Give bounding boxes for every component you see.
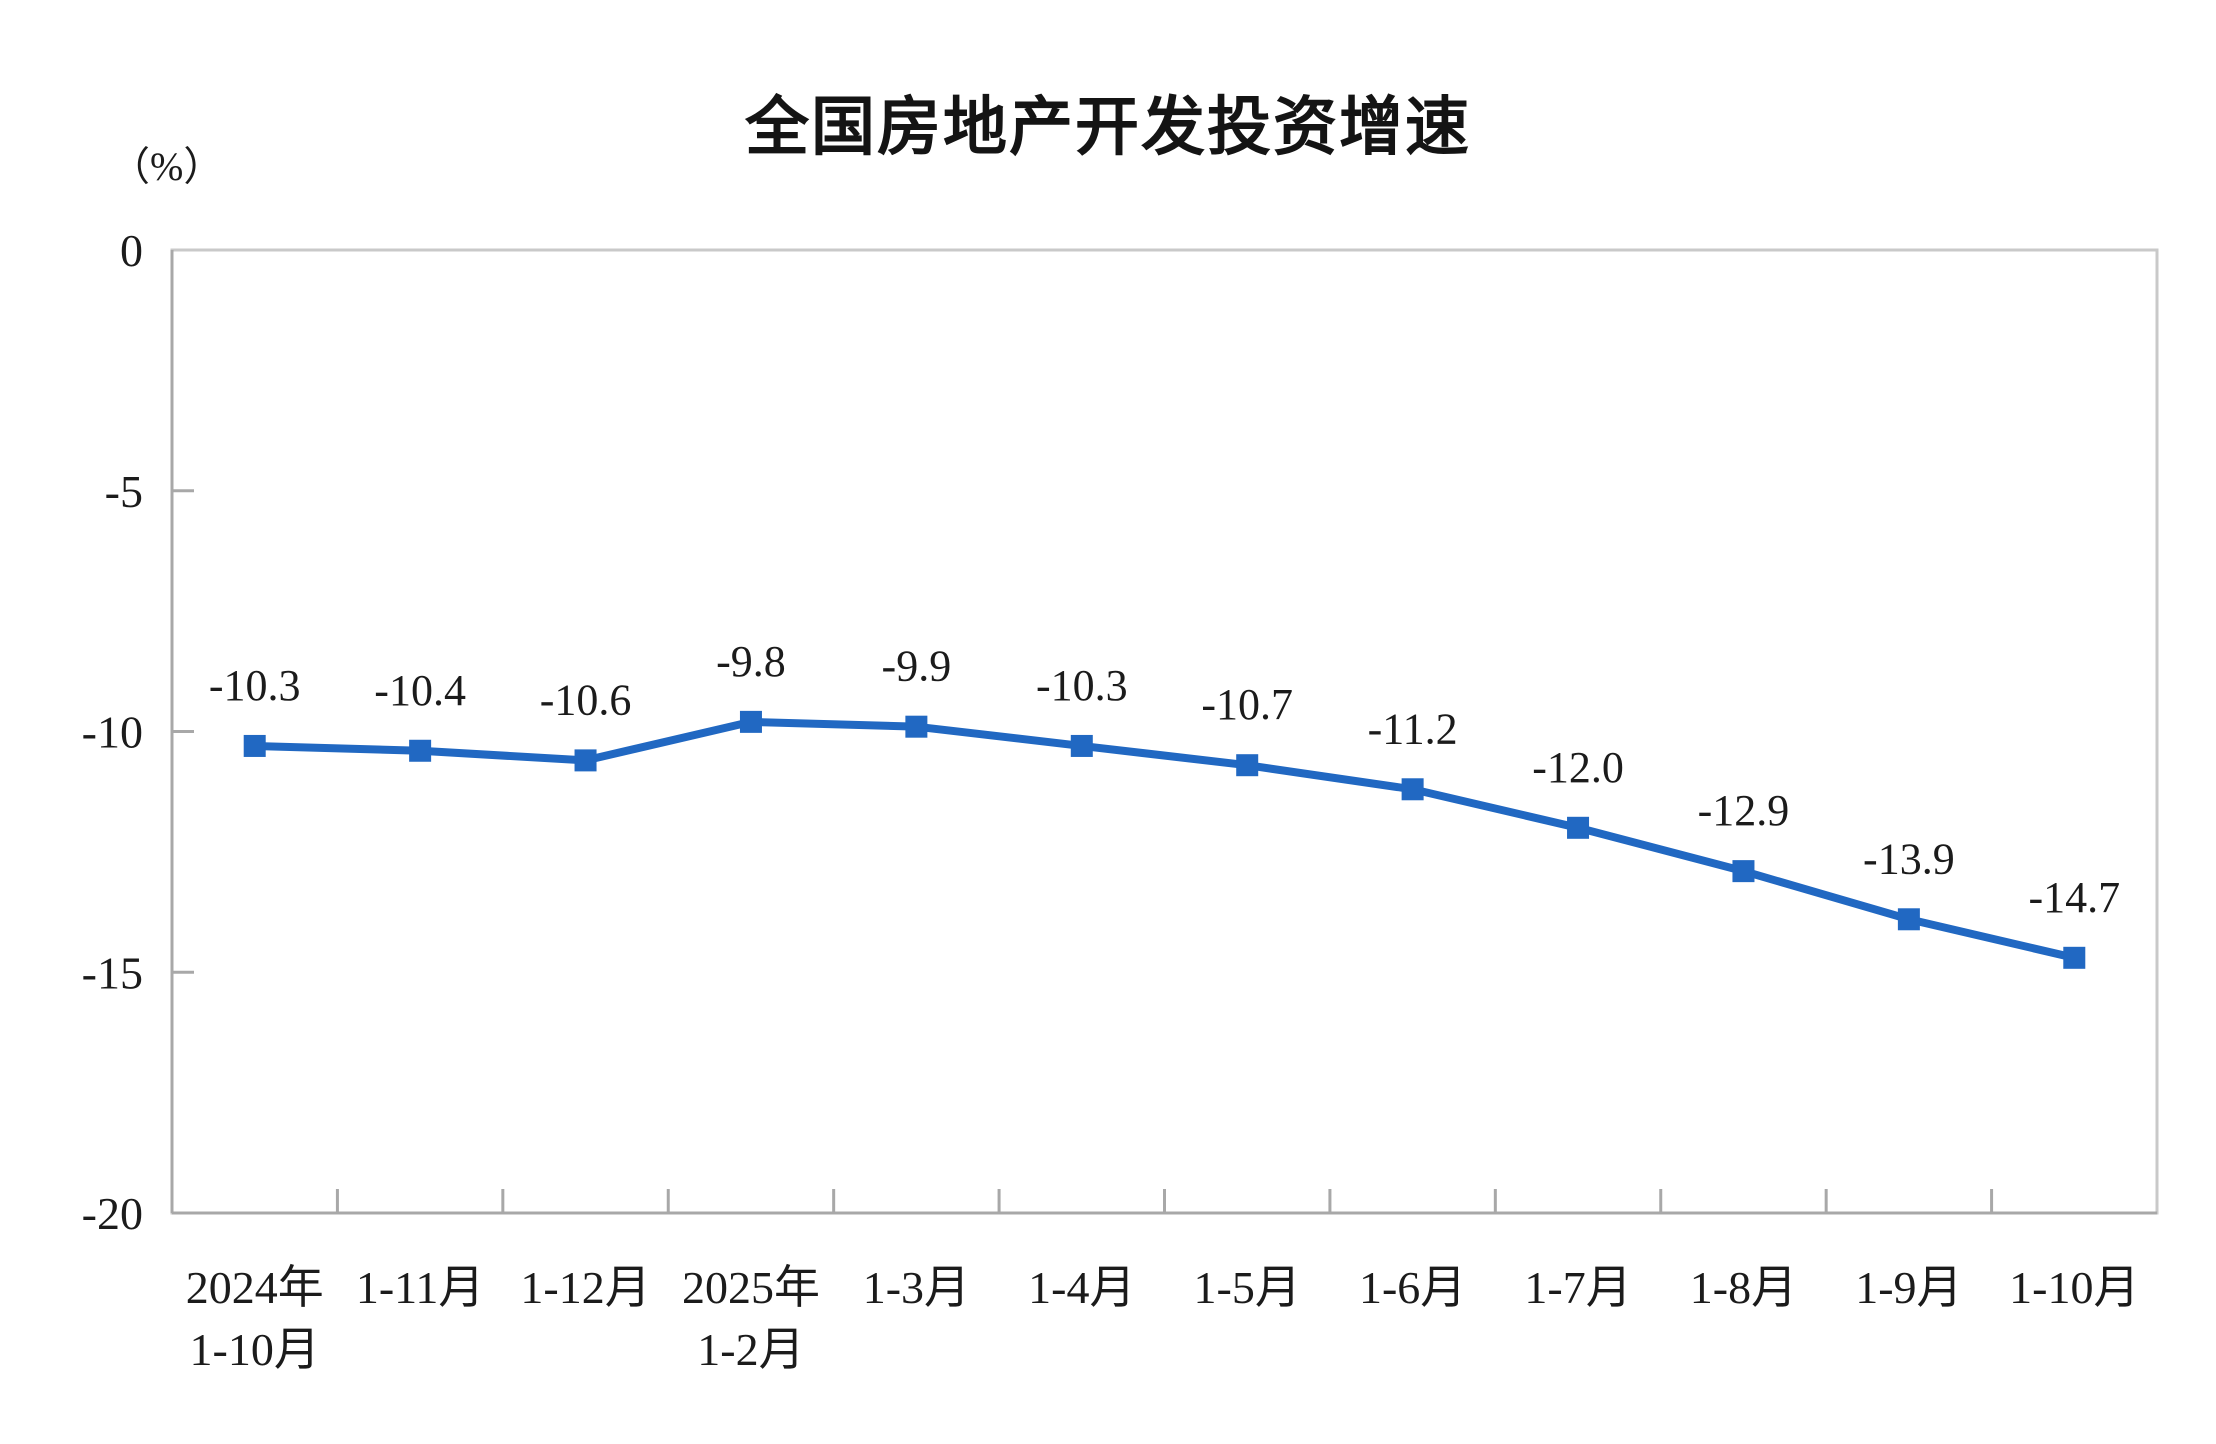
x-tick-label: 1-5月 (1194, 1262, 1301, 1313)
data-point-label: -9.9 (882, 642, 952, 691)
x-tick-label: 1-10月 (2009, 1262, 2139, 1313)
data-point-marker (243, 734, 266, 757)
data-point-marker (1567, 816, 1590, 839)
data-point-label: -10.4 (374, 666, 466, 715)
data-point-label: -12.0 (1532, 743, 1624, 792)
data-point-marker (1732, 860, 1755, 883)
x-tick-label: 2025年 (682, 1262, 820, 1313)
y-tick-label: 0 (120, 225, 143, 276)
y-axis-unit-label: （%） (110, 144, 224, 189)
data-point-label: -10.7 (1201, 680, 1293, 729)
data-point-label: -10.3 (1036, 661, 1128, 710)
x-tick-label: 1-2月 (697, 1324, 804, 1375)
y-tick-label: -20 (82, 1188, 143, 1239)
y-tick-label: -10 (82, 707, 143, 758)
data-point-marker (2063, 946, 2086, 969)
x-tick-label: 1-9月 (1855, 1262, 1962, 1313)
data-point-marker (1897, 908, 1920, 931)
x-tick-label: 1-4月 (1028, 1262, 1135, 1313)
y-tick-label: -5 (105, 466, 143, 517)
x-tick-label: 1-12月 (520, 1262, 650, 1313)
data-point-marker (905, 715, 928, 738)
y-tick-label: -15 (82, 947, 143, 998)
plot-frame (170, 248, 2159, 1215)
data-point-label: -13.9 (1863, 834, 1955, 883)
x-tick-label: 2024年 (186, 1262, 324, 1313)
data-point-label: -10.3 (209, 661, 301, 710)
chart-title: 全国房地产开发投资增速 (745, 91, 1471, 163)
x-tick-label: 1-10月 (190, 1324, 320, 1375)
data-point-label: -14.7 (2028, 873, 2120, 922)
data-point-label: -12.9 (1698, 786, 1790, 835)
data-point-marker (574, 749, 597, 772)
data-point-label: -11.2 (1368, 704, 1458, 753)
x-tick-label: 1-7月 (1524, 1262, 1631, 1313)
data-point-marker (739, 710, 762, 733)
data-point-marker (1236, 754, 1259, 777)
x-tick-label: 1-3月 (863, 1262, 970, 1313)
x-tick-label: 1-11月 (356, 1262, 485, 1313)
x-tick-label: 1-6月 (1359, 1262, 1466, 1313)
data-point-marker (1070, 734, 1093, 757)
data-point-marker (409, 739, 432, 762)
data-line (250, 717, 2079, 962)
data-point-label: -10.6 (540, 675, 632, 724)
data-point-label: -9.8 (716, 637, 786, 686)
x-tick-label: 1-8月 (1690, 1262, 1797, 1313)
data-point-marker (1401, 778, 1424, 801)
